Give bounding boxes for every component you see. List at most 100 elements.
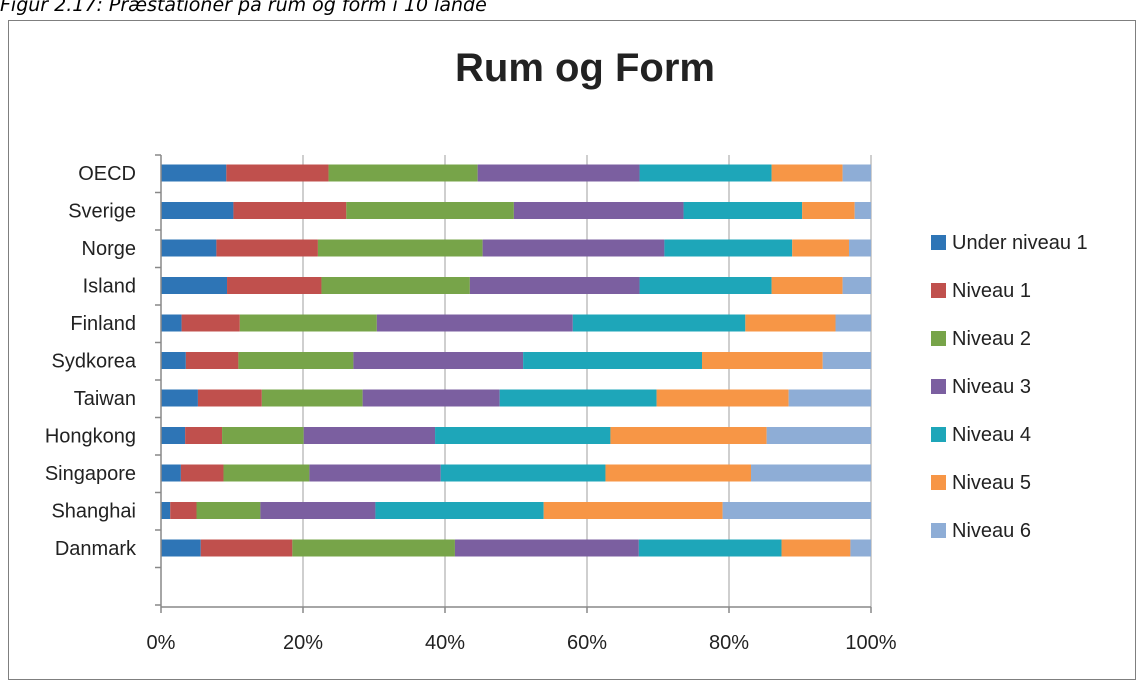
legend-label-niveau-5: Niveau 5 [952,472,1031,494]
chart-title: Rum og Form [455,46,715,90]
bar-segment-finland-niveau-4 [572,314,746,332]
category-label-island: Island [83,276,136,298]
bar-segment-finland-niveau-5 [745,314,836,332]
bar-segment-norge-niveau-5 [792,239,849,257]
bar-segment-singapore-niveau-2 [223,464,310,482]
gridlines [302,155,872,607]
bar-segment-danmark-under-niveau-1 [161,539,201,557]
bar-segment-sydkorea-niveau-3 [353,352,524,369]
category-label-singapore: Singapore [45,463,136,485]
bar-segment-danmark-niveau-1 [200,539,293,557]
category-label-oecd: OECD [78,163,136,185]
legend-swatch-niveau-4 [931,427,946,442]
bar-segment-sverige-under-niveau-1 [161,202,234,219]
bar-segment-taiwan-niveau-1 [197,389,262,407]
bar-segment-sverige-niveau-3 [513,202,684,219]
x-tick-label: 80% [709,632,749,654]
x-tick-label: 40% [425,632,465,654]
bar-segment-singapore-niveau-5 [605,464,752,482]
legend-swatch-niveau-6 [931,523,946,538]
category-labels: OECD Sverige Norge Island Finland Sydkorea Tai… [45,163,137,560]
category-label-sydkorea: Sydkorea [52,351,137,373]
bar-segment-island-under-niveau-1 [161,277,228,294]
bar-segment-singapore-niveau-1 [180,464,224,482]
bar-segment-hongkong-niveau-6 [766,427,871,444]
bar-segment-shanghai-niveau-4 [375,502,544,519]
bar-segment-finland-under-niveau-1 [161,314,182,332]
category-label-sverige: Sverige [68,201,136,223]
bar-segment-taiwan-under-niveau-1 [161,389,198,407]
bar-segment-oecd-niveau-5 [771,164,843,182]
bar-segment-sverige-niveau-1 [233,202,347,219]
bar-segment-hongkong-niveau-3 [303,427,436,444]
bar-segment-sverige-niveau-2 [346,202,514,219]
legend-label-niveau-4: Niveau 4 [952,424,1031,446]
bar-segment-island-niveau-5 [771,277,843,294]
bar-segment-oecd-niveau-3 [477,164,640,182]
bar-segment-hongkong-niveau-1 [185,427,223,444]
bar-segment-sydkorea-niveau-4 [523,352,703,369]
bar-segment-danmark-niveau-5 [781,539,851,557]
x-tick-label: 0% [147,632,176,654]
bar-segment-oecd-niveau-6 [842,164,871,182]
bar-segment-sverige-niveau-4 [683,202,803,219]
category-label-taiwan: Taiwan [74,388,136,410]
bar-segment-danmark-niveau-2 [292,539,455,557]
bar-segment-hongkong-niveau-4 [435,427,611,444]
legend-label-niveau-6: Niveau 6 [952,520,1031,542]
bar-segment-hongkong-under-niveau-1 [161,427,186,444]
legend-swatch-under-niveau-1 [931,235,946,250]
bar-segment-finland-niveau-2 [239,314,377,332]
x-tick-label: 60% [567,632,607,654]
bar-segment-taiwan-niveau-4 [499,389,657,407]
legend: Under niveau 1 Niveau 1 Niveau 2 Niveau 3 Ni… [931,232,1088,542]
bar-segment-shanghai-niveau-2 [196,502,261,519]
category-label-norge: Norge [82,238,136,260]
bar-segment-danmark-niveau-6 [850,539,871,557]
bar-segment-finland-niveau-1 [181,314,240,332]
bar-segment-sydkorea-niveau-5 [702,352,823,369]
bar-segment-island-niveau-2 [321,277,470,294]
legend-label-under-niveau-1: Under niveau 1 [952,232,1088,254]
figure-caption: Figur 2.17: Præstationer på rum og form … [0,0,487,16]
bar-segment-danmark-niveau-3 [454,539,639,557]
bar-segment-norge-under-niveau-1 [161,239,217,257]
axes [155,154,872,613]
bar-segment-norge-niveau-4 [664,239,793,257]
bar-segment-island-niveau-1 [227,277,322,294]
bar-segment-shanghai-niveau-6 [722,502,871,519]
bar-segment-sydkorea-niveau-1 [185,352,239,369]
bar-segment-finland-niveau-6 [835,314,871,332]
bar-segment-oecd-niveau-4 [639,164,772,182]
x-tick-label: 100% [845,632,896,654]
bar-segment-island-niveau-4 [639,277,772,294]
bar-segment-shanghai-niveau-5 [543,502,723,519]
bar-segment-sydkorea-niveau-6 [822,352,871,369]
bar-segment-sydkorea-under-niveau-1 [161,352,186,369]
bar-segment-finland-niveau-3 [376,314,573,332]
legend-swatch-niveau-3 [931,379,946,394]
x-tick-labels: 0% 20% 40% 60% 80% 100% [147,632,897,654]
legend-label-niveau-1: Niveau 1 [952,280,1031,302]
bar-segment-taiwan-niveau-6 [788,389,871,407]
bars [161,164,871,557]
bar-segment-singapore-under-niveau-1 [161,464,181,482]
legend-swatch-niveau-5 [931,475,946,490]
bar-segment-sverige-niveau-5 [802,202,855,219]
bar-segment-sydkorea-niveau-2 [238,352,354,369]
category-label-finland: Finland [70,313,136,335]
bar-segment-norge-niveau-6 [848,239,871,257]
bar-segment-singapore-niveau-3 [309,464,441,482]
category-label-danmark: Danmark [55,538,137,560]
x-tick-label: 20% [283,632,323,654]
category-label-shanghai: Shanghai [51,501,136,523]
bar-segment-shanghai-niveau-3 [260,502,376,519]
category-label-hongkong: Hongkong [45,426,136,448]
legend-swatch-niveau-2 [931,331,946,346]
bar-segment-danmark-niveau-4 [638,539,782,557]
stacked-bar-chart: Rum og Form OECD Sverige Norge Island Finlan… [45,46,1088,654]
bar-segment-island-niveau-3 [469,277,640,294]
bar-segment-hongkong-niveau-2 [222,427,304,444]
bar-segment-oecd-niveau-1 [226,164,329,182]
bar-segment-taiwan-niveau-3 [362,389,500,407]
